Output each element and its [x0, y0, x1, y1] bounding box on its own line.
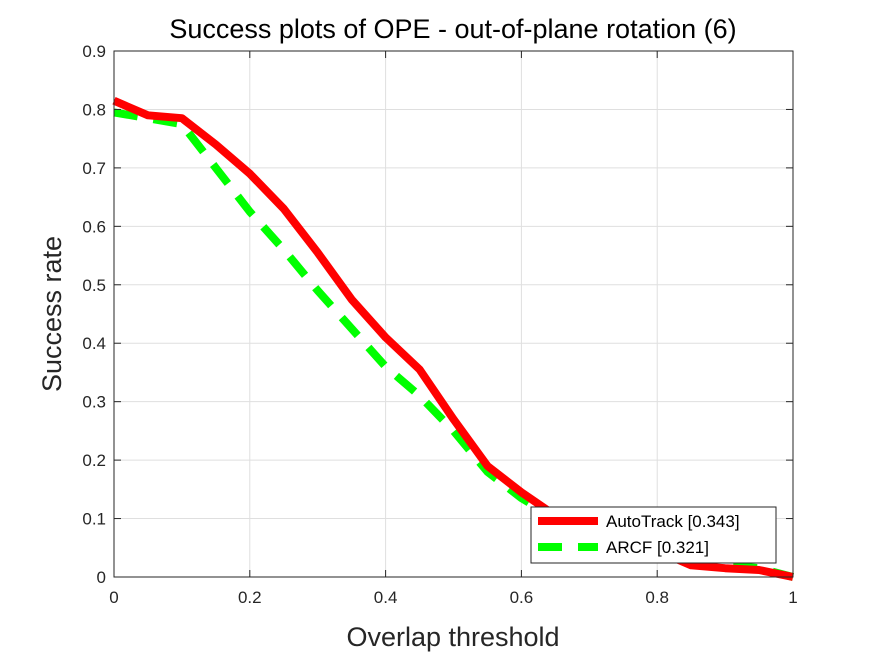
y-tick-label: 0.3: [82, 393, 106, 412]
x-axis-title: Overlap threshold: [346, 622, 559, 652]
y-tick-label: 0.5: [82, 276, 106, 295]
legend-label-autotrack: AutoTrack [0.343]: [606, 512, 740, 531]
y-tick-label: 0.2: [82, 451, 106, 470]
chart-title: Success plots of OPE - out-of-plane rota…: [169, 14, 736, 44]
grid: [113, 50, 794, 578]
x-tick-label: 1: [788, 588, 797, 607]
legend-box: [530, 506, 777, 564]
legend-label-arcf: ARCF [0.321]: [606, 538, 709, 557]
series-line-arcf: [113, 108, 795, 581]
axis-ticks: 0 0.2 0.4 0.6 0.8 1 0 0.1 0.2 0.3 0.4 0.5 0.6 0.7 0.8 0…: [82, 42, 797, 607]
x-tick-label: 0.2: [238, 588, 262, 607]
x-tick-label: 0.6: [510, 588, 534, 607]
y-tick-label: 0: [97, 568, 106, 587]
legend: AutoTrack [0.343] ARCF [0.321]: [530, 506, 777, 564]
y-tick-label: 0.6: [82, 217, 106, 236]
y-tick-label: 0.4: [82, 334, 106, 353]
plot-area: [114, 51, 793, 577]
x-tick-label: 0.4: [374, 588, 398, 607]
y-tick-label: 0.9: [82, 42, 106, 61]
x-tick-label: 0: [109, 588, 118, 607]
x-tick-label: 0.8: [645, 588, 669, 607]
y-tick-label: 0.7: [82, 159, 106, 178]
y-tick-label: 0.8: [82, 100, 106, 119]
plot-frame: [113, 50, 794, 578]
y-axis-title: Success rate: [37, 236, 67, 392]
y-tick-label: 0.1: [82, 510, 106, 529]
